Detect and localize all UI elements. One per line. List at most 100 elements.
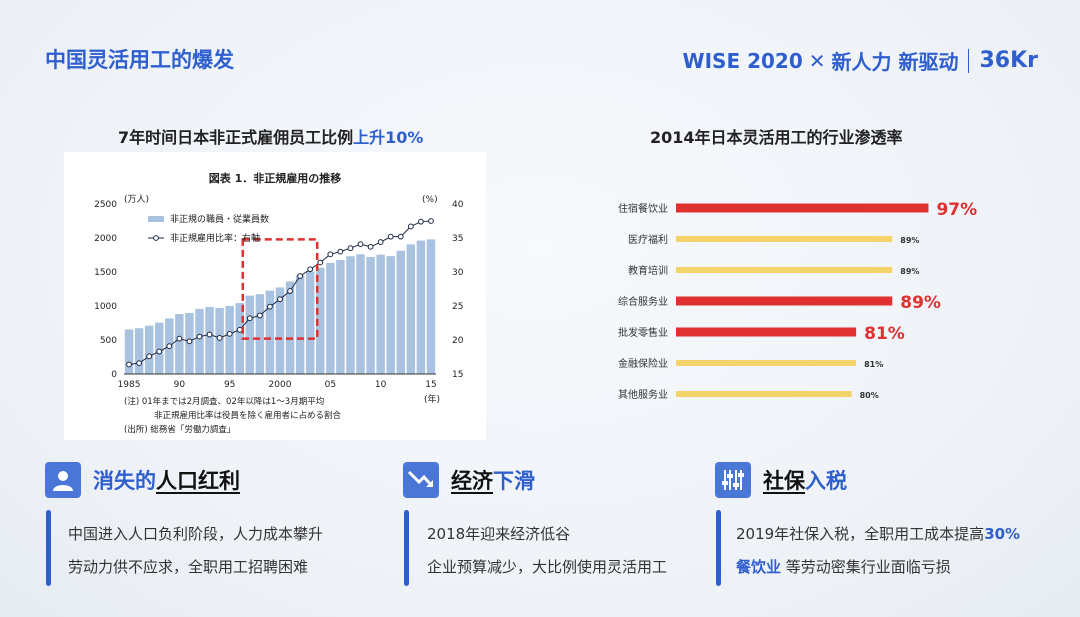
category-label: 医疗福利 xyxy=(628,233,668,246)
value-label: 81% xyxy=(864,360,883,369)
ratio-point-2004 xyxy=(317,259,324,266)
bar-1990 xyxy=(175,314,184,374)
value-label: 80% xyxy=(860,391,879,400)
ratio-point-2006 xyxy=(337,248,344,255)
bar-1995 xyxy=(225,305,234,374)
bar-2011 xyxy=(386,256,395,374)
ratio-point-2012 xyxy=(397,233,404,240)
trend-down-icon xyxy=(403,462,439,498)
ratio-point-2005 xyxy=(327,251,334,258)
value-label: 89% xyxy=(900,236,919,245)
employment-chart: 図表 1．非正規雇用の推移 (万人) (%) 0 500 1000 1500 2000 2500… xyxy=(94,171,464,435)
ratio-point-2011 xyxy=(387,233,394,240)
bar-1998 xyxy=(255,294,265,374)
value-label: 89% xyxy=(900,267,919,276)
section-social-security-text: 2019年社保入税，全职用工成本提高30% 餐饮业 等劳动密集行业面临亏损 xyxy=(736,518,1020,584)
bar-2006 xyxy=(336,259,345,374)
chart-note: (注) 01年までは2月調査、02年以降は1～3月期平均 xyxy=(124,396,324,407)
bar-2009 xyxy=(366,256,375,374)
bar-2004 xyxy=(316,267,325,374)
section-social-security-line: 2019年社保入税，全职用工成本提高30% xyxy=(736,525,1021,543)
bar-1987 xyxy=(144,325,154,374)
value-label: 81% xyxy=(864,324,905,344)
ratio-point-1996 xyxy=(236,326,243,333)
y-tick-label: 2000 xyxy=(94,234,117,244)
ratio-point-2010 xyxy=(377,239,384,245)
section-economy: 经济下滑 xyxy=(403,462,535,498)
category-label: 住宿餐饮业 xyxy=(618,202,668,215)
left-panel-title: 7年时间日本非正式雇佣员工比例上升10% xyxy=(118,124,423,148)
ratio-point-2001 xyxy=(287,288,293,294)
brand-slogan: 新人力 新驱动 xyxy=(831,50,959,74)
bar-2015 xyxy=(426,239,436,374)
bar-2002 xyxy=(295,275,305,374)
brand-cross: ✕ xyxy=(808,48,826,73)
ratio-point-1987 xyxy=(146,353,153,360)
bar-1999 xyxy=(265,290,275,374)
bar-教育培训 xyxy=(676,267,893,273)
bar-1996 xyxy=(235,303,244,374)
bar-综合服务业 xyxy=(676,296,893,306)
bar-2012 xyxy=(396,250,406,374)
ratio-point-1993 xyxy=(206,331,213,338)
y2-tick-label: 15 xyxy=(452,370,463,380)
section-economy-title: 经济下滑 xyxy=(451,469,535,493)
employment-chart-card: 図表 1．非正規雇用の推移 (万人) (%) 0 500 1000 1500 2000 2500… xyxy=(64,152,486,440)
y-tick-label: 1500 xyxy=(94,268,117,278)
section-demographic: 消失的人口红利 xyxy=(45,462,240,498)
section-social-security-title: 社保入税 xyxy=(763,469,847,493)
y2-tick-label: 25 xyxy=(452,302,463,312)
highlight-box xyxy=(241,238,319,340)
x-tick-label: 15 xyxy=(425,380,436,390)
sliders-icon xyxy=(715,462,751,498)
section-demographic-line: 劳动力供不应求，全职用工招聘困难 xyxy=(68,558,309,576)
section-social-security: 社保入税 xyxy=(715,462,847,498)
brand-event: WISE 2020 xyxy=(682,48,803,73)
bar-批发零售业 xyxy=(676,327,857,337)
left-title-main: 7年时间日本非正式雇佣员工比例 xyxy=(118,128,354,147)
bar-1994 xyxy=(215,307,224,374)
section-economy-line: 企业预算减少，大比例使用灵活用工 xyxy=(427,558,668,576)
chart-title: 図表 1．非正規雇用の推移 xyxy=(209,171,341,185)
left-title-highlight: 上升10% xyxy=(353,128,424,147)
category-label: 其他服务业 xyxy=(618,388,668,401)
legend-line-label: 非正規雇用比率：右軸 xyxy=(170,232,260,244)
x-tick-label: 90 xyxy=(174,380,186,390)
bar-1993 xyxy=(205,306,214,374)
bar-2001 xyxy=(285,281,295,374)
page-title: 中国灵活用工的爆发 xyxy=(45,48,234,72)
y2-tick-label: 35 xyxy=(452,234,463,244)
ratio-point-1985 xyxy=(126,361,132,368)
chart-note: 非正規雇用比率は役員を除く雇用者に占める割合 xyxy=(154,410,342,421)
bar-1992 xyxy=(195,308,204,374)
bar-金融保险业 xyxy=(676,360,857,366)
brand-header: WISE 2020 ✕ 新人力 新驱动 36Kr xyxy=(683,46,1038,75)
ratio-point-1988 xyxy=(156,348,163,355)
ratio-point-2013 xyxy=(407,223,414,230)
bar-2014 xyxy=(416,240,426,374)
ratio-point-2002 xyxy=(297,273,304,279)
bar-2003 xyxy=(305,271,315,374)
ratio-point-1995 xyxy=(226,330,233,337)
right-axis-unit: (%) xyxy=(422,195,438,205)
bar-2010 xyxy=(376,254,385,374)
ratio-point-1986 xyxy=(136,360,142,367)
bar-1985 xyxy=(124,329,134,374)
x-tick-label: 1985 xyxy=(118,380,141,390)
x-tick-label: 2000 xyxy=(269,380,292,390)
category-label: 综合服务业 xyxy=(618,295,668,308)
bar-1988 xyxy=(154,322,164,374)
bar-2005 xyxy=(326,262,335,374)
y2-tick-label: 30 xyxy=(452,268,464,278)
x-tick-label: 05 xyxy=(325,380,336,390)
ratio-point-1989 xyxy=(166,343,173,350)
section-economy-text: 2018年迎来经济低谷 企业预算减少，大比例使用灵活用工 xyxy=(427,518,667,584)
bar-1997 xyxy=(245,295,255,374)
left-axis-unit: (万人) xyxy=(124,194,149,205)
ratio-point-1997 xyxy=(246,315,253,322)
user-icon xyxy=(45,462,81,498)
legend-bar-label: 非正規の職員・従業員数 xyxy=(170,213,269,225)
category-label: 教育培训 xyxy=(628,264,668,277)
value-label: 97% xyxy=(936,200,977,220)
industry-penetration-chart: 住宿餐饮业 97% 医疗福利 89% 教育培训 89% 综合服务业 89% 批发零售业 81% 金融… xyxy=(618,200,977,401)
